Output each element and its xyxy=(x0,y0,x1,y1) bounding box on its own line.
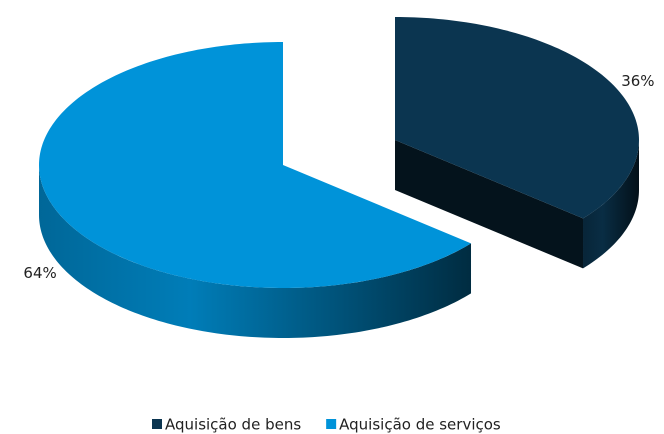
legend-label: Aquisição de bens xyxy=(165,416,301,434)
pie-slice xyxy=(39,42,472,338)
data-label: 64% xyxy=(23,264,56,282)
legend-swatch xyxy=(326,419,337,429)
legend: Aquisição de bens Aquisição de serviços xyxy=(152,416,501,434)
slice-cut-face xyxy=(395,140,584,269)
slice-top xyxy=(39,42,472,288)
slice-top xyxy=(395,17,639,219)
pie-slice xyxy=(395,17,639,269)
data-label: 36% xyxy=(621,72,654,90)
legend-swatch xyxy=(152,419,162,429)
slice-side xyxy=(39,165,472,338)
slice-side xyxy=(583,140,639,269)
legend-label: Aquisição de serviços xyxy=(339,416,501,434)
